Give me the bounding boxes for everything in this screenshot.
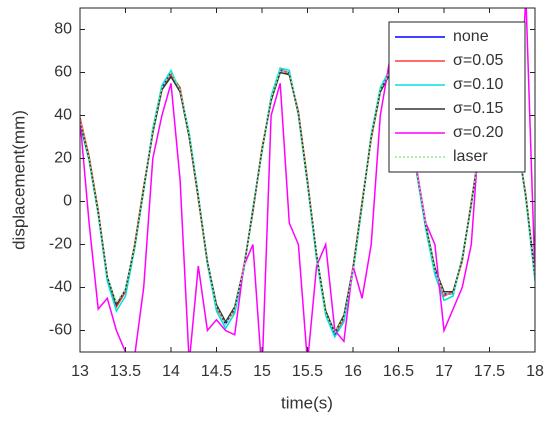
y-tick-label: -20 — [49, 236, 72, 253]
x-tick-label: 14 — [162, 363, 180, 380]
legend-box — [388, 21, 526, 173]
plot-lines — [80, 8, 535, 352]
x-tick-label: 13 — [71, 363, 89, 380]
x-tick-label: 17 — [435, 363, 453, 380]
y-tick-label: -60 — [49, 322, 72, 339]
y-tick-label: 80 — [54, 21, 72, 38]
x-tick-label: 17.5 — [474, 363, 505, 380]
x-tick-label: 15.5 — [292, 363, 323, 380]
legend-label: laser — [453, 148, 488, 165]
x-tick-label: 18 — [526, 363, 544, 380]
series-line — [80, 8, 535, 352]
x-axis-label: time(s) — [281, 393, 333, 412]
y-tick-label: -40 — [49, 279, 72, 296]
legend-label: none — [453, 28, 489, 45]
y-tick-label: 60 — [54, 64, 72, 81]
y-tick-label: 0 — [63, 193, 72, 210]
x-tick-label: 15 — [253, 363, 271, 380]
x-tick-label: 16.5 — [383, 363, 414, 380]
y-tick-label: 20 — [54, 150, 72, 167]
y-tick-label: 40 — [54, 107, 72, 124]
x-tick-label: 14.5 — [201, 363, 232, 380]
y-axis-label: displacement(mm) — [9, 110, 28, 250]
legend-label: σ=0.05 — [453, 52, 503, 69]
legend-label: σ=0.20 — [453, 124, 503, 141]
legend-label: σ=0.15 — [453, 100, 503, 117]
legend-label: σ=0.10 — [453, 76, 503, 93]
x-tick-label: 16 — [344, 363, 362, 380]
x-tick-label: 13.5 — [110, 363, 141, 380]
